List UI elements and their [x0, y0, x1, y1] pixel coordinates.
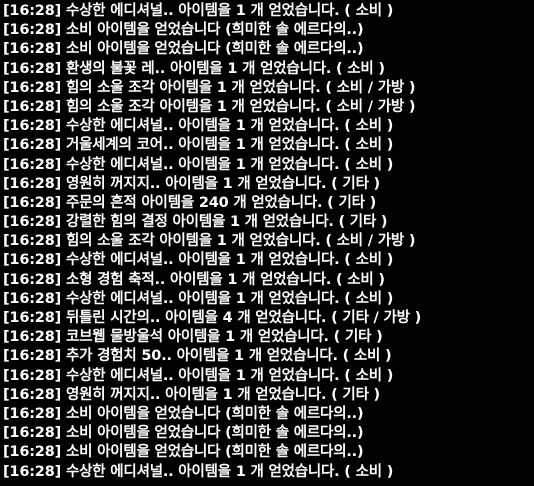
chat-line: [16:28] 소비 아이템을 얻었습니다 (희미한 솔 에르다의..) [3, 40, 533, 59]
chat-message: 소비 아이템을 얻었습니다 (희미한 솔 에르다의..) [66, 41, 364, 58]
chat-timestamp: [16:28] [3, 60, 62, 77]
chat-message: 강렬한 힘의 결정 아이템을 1 개 얻었습니다. ( 기타 ) [66, 214, 388, 231]
chat-timestamp: [16:28] [3, 386, 62, 403]
chat-message: 수상한 에디셔널.. 아이템을 1 개 얻었습니다. ( 소비 ) [66, 463, 394, 480]
chat-timestamp: [16:28] [3, 194, 62, 211]
chat-line: [16:28] 강렬한 힘의 결정 아이템을 1 개 얻었습니다. ( 기타 ) [3, 213, 533, 232]
chat-line: [16:28] 주문의 흔적 아이템을 240 개 얻었습니다. ( 기타 ) [3, 194, 533, 213]
chat-line: [16:28] 힘의 소울 조각 아이템을 1 개 얻었습니다. ( 소비 / 가… [3, 98, 533, 117]
chat-line: [16:28] 수상한 에디셔널.. 아이템을 1 개 얻었습니다. ( 소비 ) [3, 463, 533, 482]
chat-line: [16:28] 코브웹 물방울석 아이템을 1 개 얻었습니다. ( 기타 ) [3, 328, 533, 347]
chat-timestamp: [16:28] [3, 252, 62, 269]
chat-timestamp: [16:28] [3, 41, 62, 58]
chat-message: 힘의 소울 조각 아이템을 1 개 얻었습니다. ( 소비 / 가방 ) [66, 98, 416, 115]
chat-timestamp: [16:28] [3, 79, 62, 96]
chat-message: 뒤틀린 시간의.. 아이템을 4 개 얻었습니다. ( 기타 / 가방 ) [66, 310, 422, 326]
chat-message: 소비 아이템을 얻었습니다 (희미한 솔 에르다의..) [66, 444, 364, 461]
chat-line: [16:28] 수상한 에디셔널.. 아이템을 1 개 얻었습니다. ( 소비 ) [3, 156, 533, 175]
chat-timestamp: [16:28] [3, 233, 62, 250]
chat-message: 주문의 흔적 아이템을 240 개 얻었습니다. ( 기타 ) [66, 194, 377, 211]
chat-message: 추가 경험치 50.. 아이템을 1 개 얻었습니다. ( 소비 ) [66, 348, 392, 365]
chat-message: 소비 아이템을 얻었습니다 (희미한 솔 에르다의..) [66, 425, 364, 442]
chat-line: [16:28] 소비 아이템을 얻었습니다 (희미한 솔 에르다의..) [3, 21, 533, 40]
chat-message: 소비 아이템을 얻었습니다 (희미한 솔 에르다의..) [66, 405, 364, 422]
chat-line: [16:28] 추가 경험치 50.. 아이템을 1 개 얻었습니다. ( 소비 … [3, 347, 533, 366]
chat-message: 환생의 불꽃 레.. 아이템을 1 개 얻었습니다. ( 소비 ) [66, 60, 385, 77]
chat-timestamp: [16:28] [3, 137, 62, 154]
chat-timestamp: [16:28] [3, 98, 62, 115]
chat-timestamp: [16:28] [3, 329, 62, 346]
chat-message: 힘의 소울 조각 아이템을 1 개 얻었습니다. ( 소비 / 가방 ) [66, 233, 416, 250]
chat-message: 코브웹 물방울석 아이템을 1 개 얻었습니다. ( 기타 ) [66, 329, 383, 346]
chat-line: [16:28] 뒤틀린 시간의.. 아이템을 4 개 얻었습니다. ( 기타 / … [3, 309, 533, 328]
chat-timestamp: [16:28] [3, 290, 62, 307]
chat-message: 수상한 에디셔널.. 아이템을 1 개 얻었습니다. ( 소비 ) [66, 118, 394, 135]
chat-message: 소비 아이템을 얻었습니다 (희미한 솔 에르다의..) [66, 22, 364, 39]
chat-line: [16:28] 수상한 에디셔널.. 아이템을 1 개 얻었습니다. ( 소비 ) [3, 2, 533, 21]
chat-line: [16:28] 영원히 꺼지지.. 아이템을 1 개 얻었습니다. ( 기타 ) [3, 175, 533, 194]
chat-message: 영원히 꺼지지.. 아이템을 1 개 얻었습니다. ( 기타 ) [66, 175, 380, 192]
chat-line: [16:28] 수상한 에디셔널.. 아이템을 1 개 얻었습니다. ( 소비 ) [3, 117, 533, 136]
chat-message: 수상한 에디셔널.. 아이템을 1 개 얻었습니다. ( 소비 ) [66, 367, 394, 384]
chat-line: [16:28] 거울세계의 코어.. 아이템을 1 개 얻었습니다. ( 소비 ) [3, 136, 533, 155]
chat-timestamp: [16:28] [3, 367, 62, 384]
chat-line: [16:28] 소비 아이템을 얻었습니다 (희미한 솔 에르다의..) [3, 405, 533, 424]
chat-timestamp: [16:28] [3, 22, 62, 39]
chat-line: [16:28] 수상한 에디셔널.. 아이템을 1 개 얻었습니다. ( 소비 ) [3, 290, 533, 309]
chat-line: [16:28] 힘의 소울 조각 아이템을 1 개 얻었습니다. ( 소비 / 가… [3, 232, 533, 251]
chat-timestamp: [16:28] [3, 425, 62, 442]
chat-timestamp: [16:28] [3, 405, 62, 422]
chat-message: 영원히 꺼지지.. 아이템을 1 개 얻었습니다. ( 기타 ) [66, 386, 380, 403]
chat-timestamp: [16:28] [3, 348, 62, 365]
chat-line: [16:28] 소비 아이템을 얻었습니다 (희미한 솔 에르다의..) [3, 443, 533, 462]
chat-timestamp: [16:28] [3, 271, 62, 288]
chat-timestamp: [16:28] [3, 463, 62, 480]
chat-message: 수상한 에디셔널.. 아이템을 1 개 얻었습니다. ( 소비 ) [66, 252, 394, 269]
chat-line: [16:28] 영원히 꺼지지.. 아이템을 1 개 얻었습니다. ( 기타 ) [3, 386, 533, 405]
chat-line: [16:28] 힘의 소울 조각 아이템을 1 개 얻었습니다. ( 소비 / 가… [3, 79, 533, 98]
chat-timestamp: [16:28] [3, 118, 62, 135]
chat-log: [16:28] 수상한 에디셔널.. 아이템을 1 개 얻었습니다. ( 소비 )… [3, 2, 533, 486]
chat-message: 힘의 소울 조각 아이템을 1 개 얻었습니다. ( 소비 / 가방 ) [66, 79, 416, 96]
chat-message: 수상한 에디셔널.. 아이템을 1 개 얻었습니다. ( 소비 ) [66, 290, 394, 307]
chat-line: [16:28] 소형 경험 축적.. 아이템을 1 개 얻었습니다. ( 소비 ) [3, 271, 533, 290]
chat-timestamp: [16:28] [3, 3, 62, 19]
chat-message: 수상한 에디셔널.. 아이템을 1 개 얻었습니다. ( 소비 ) [66, 3, 394, 19]
chat-timestamp: [16:28] [3, 444, 62, 461]
chat-line: [16:28] 환생의 불꽃 레.. 아이템을 1 개 얻었습니다. ( 소비 ) [3, 60, 533, 79]
chat-message: 거울세계의 코어.. 아이템을 1 개 얻었습니다. ( 소비 ) [66, 137, 394, 154]
chat-message: 소형 경험 축적.. 아이템을 1 개 얻었습니다. ( 소비 ) [66, 271, 385, 288]
chat-timestamp: [16:28] [3, 175, 62, 192]
chat-message: 수상한 에디셔널.. 아이템을 1 개 얻었습니다. ( 소비 ) [66, 156, 394, 173]
chat-line: [16:28] 수상한 에디셔널.. 아이템을 1 개 얻었습니다. ( 소비 ) [3, 251, 533, 270]
chat-line: [16:28] 수상한 에디셔널.. 아이템을 1 개 얻었습니다. ( 소비 ) [3, 367, 533, 386]
chat-timestamp: [16:28] [3, 310, 62, 326]
chat-line: [16:28] 소비 아이템을 얻었습니다 (희미한 솔 에르다의..) [3, 424, 533, 443]
chat-timestamp: [16:28] [3, 214, 62, 231]
chat-timestamp: [16:28] [3, 156, 62, 173]
